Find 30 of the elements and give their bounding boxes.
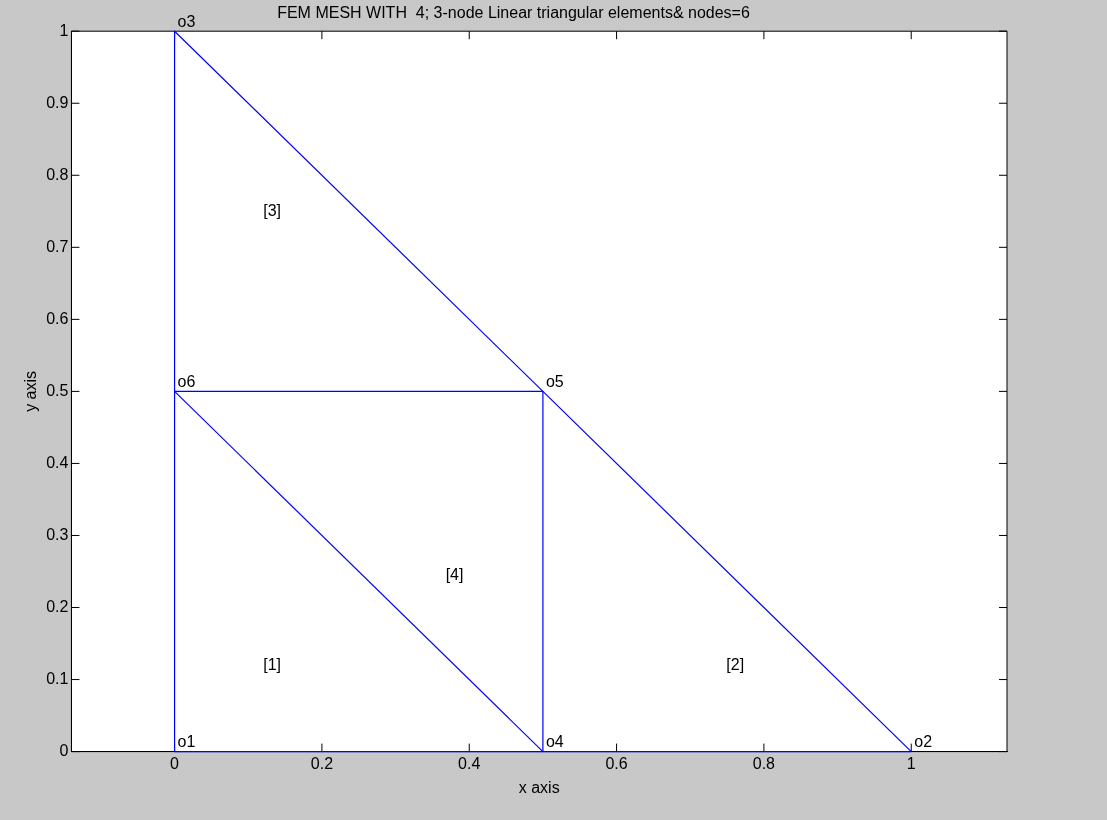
annotation: o3 [177, 12, 196, 30]
y-tick-label: 0.4 [46, 453, 69, 471]
x-axis-title: x axis [518, 778, 560, 796]
x-tick-label: 1 [906, 754, 916, 772]
annotation: o1 [177, 733, 196, 751]
annotation: o5 [545, 372, 564, 390]
x-tick-label: 0.8 [752, 754, 776, 772]
y-axis-title: y axis [22, 370, 40, 412]
y-tick-label: 0.6 [46, 309, 69, 327]
y-tick-label: 0.9 [46, 93, 69, 111]
annotation: o6 [177, 372, 196, 390]
x-tick-label: 0 [170, 754, 180, 772]
y-tick-label: 0.7 [46, 237, 69, 255]
x-tick-label: 0.6 [605, 754, 628, 772]
chart-title: FEM MESH WITH 4; 3-node Linear triangular elements& nodes=6 [277, 4, 750, 22]
y-tick-label: 0.1 [46, 669, 69, 687]
y-tick-label: 0.3 [46, 525, 69, 543]
annotation: [4] [445, 565, 464, 583]
annotation: o4 [545, 733, 564, 751]
y-tick-label: 0.2 [46, 597, 69, 615]
annotation: [2] [726, 655, 745, 673]
annotation: [3] [263, 201, 282, 219]
annotation: [1] [263, 655, 282, 673]
y-tick-label: 1 [59, 21, 69, 39]
y-tick-label: 0 [59, 742, 69, 760]
x-tick-label: 0.2 [310, 754, 334, 772]
annotation: o2 [914, 733, 933, 751]
y-tick-label: 0.8 [46, 165, 69, 183]
y-tick-label: 0.5 [46, 381, 69, 399]
x-tick-label: 0.4 [458, 754, 481, 772]
